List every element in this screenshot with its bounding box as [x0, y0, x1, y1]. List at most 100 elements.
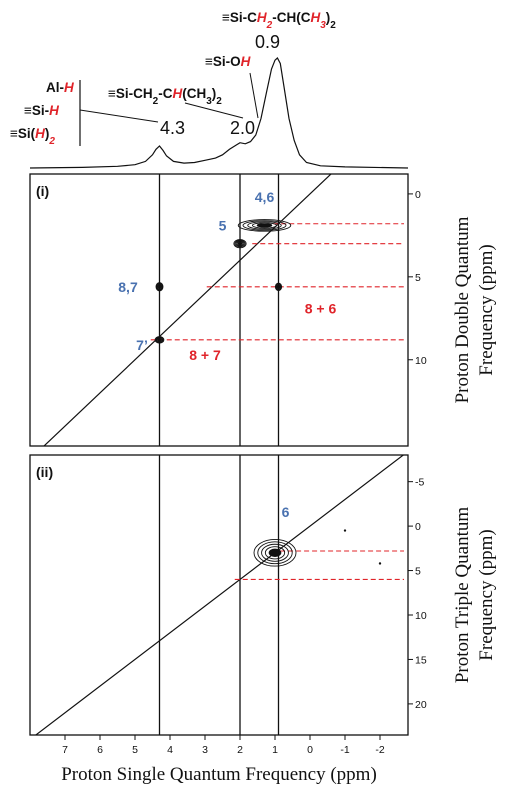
diagonal-line [43, 174, 332, 446]
assignment-part: ) [45, 126, 50, 141]
contour-peak [155, 282, 164, 292]
contour-ring [247, 221, 282, 230]
assignment-label-1: ≡Si-OH [205, 54, 251, 69]
peak-label-4.3: 4.3 [160, 118, 185, 138]
assignment-part: H [257, 10, 267, 25]
panel-frame [29, 454, 409, 736]
y-tick-label: 20 [415, 699, 427, 711]
y-axis-title-line: Proton Double Quantum [452, 216, 473, 403]
contour-ring [274, 282, 283, 291]
assignment-label-3: Al-H [46, 80, 74, 95]
y-tick-label: 0 [415, 521, 421, 533]
contour-ring [158, 285, 161, 289]
contour-ring [237, 242, 243, 246]
peak-annotation: 8 + 6 [305, 300, 337, 316]
assignment-label-0: ≡Si-CH2-CH(CH3)2 [222, 10, 336, 31]
x-tick-label: 0 [307, 744, 313, 756]
contour-peak [154, 336, 165, 344]
peak-label-0.9: 0.9 [255, 32, 280, 52]
contour-peak [237, 219, 292, 232]
x-axis-title: Proton Single Quantum Frequency (ppm) [61, 764, 377, 785]
x-tick-label: -1 [340, 744, 349, 756]
assignment-part: 2 [48, 136, 55, 147]
contour-ring [156, 283, 163, 290]
peak-label-2.0: 2.0 [230, 118, 255, 138]
contour-ring [154, 336, 165, 344]
assignment-part: ≡Si-C [222, 10, 257, 25]
contour-ring [264, 546, 286, 560]
assignment-label-2: ≡Si-CH2-CH(CH3)2 [108, 86, 222, 107]
assignment-part: ≡Si( [10, 126, 36, 141]
x-tick-label: 7 [62, 744, 68, 756]
contour-ring [157, 284, 162, 290]
panel-plot-area [34, 455, 405, 735]
spectrum-trace [29, 57, 409, 169]
contour-ring [237, 219, 292, 232]
contour-ring [156, 337, 163, 343]
x-tick-label: 1 [272, 744, 278, 756]
contour-speck [378, 562, 382, 565]
contour-ring [251, 222, 278, 229]
assignment-part: 2 [330, 20, 336, 31]
assignment-part: -C [158, 86, 172, 101]
y-tick-label: 5 [415, 566, 421, 578]
contour-ring [261, 543, 289, 562]
assignment-part: ) [326, 10, 331, 25]
peak-annotation: 6 [282, 504, 290, 520]
assignment-label-4: ≡Si-H [24, 103, 59, 118]
panel-frame [29, 173, 409, 447]
x-tick-label: 4 [167, 744, 173, 756]
shared-axes: 7 6 5 4 3 2 1 0 -1 -2 Proton Single Quantum Freque… [61, 735, 385, 785]
contour-peak [274, 282, 283, 291]
x-tick-label: 2 [237, 744, 243, 756]
assignment-part: 2 [216, 96, 222, 107]
assignment-part: (CH [182, 86, 206, 101]
contour-ring [256, 223, 273, 228]
peak-annotation: 5 [219, 217, 227, 233]
assignment-part: -CH(C [272, 10, 310, 25]
assignment-part: H [172, 86, 182, 101]
contour-ring [156, 282, 163, 291]
x-tick-label: 5 [132, 744, 138, 756]
contour-ring [157, 338, 162, 342]
top-spectrum-panel: 4.3 2.00.9≡Si-CH2-CH(CH3)2≡Si-OH≡Si-CH2-C… [10, 10, 409, 169]
x-tick-label: -2 [375, 744, 384, 756]
panel-tag: (i) [36, 183, 49, 199]
contour-ring [253, 538, 297, 567]
panel-plot-area [43, 174, 404, 446]
y-tick-label: 10 [415, 610, 427, 622]
contour-ring [235, 240, 245, 247]
assignment-part: H [310, 10, 320, 25]
leader-line [249, 72, 259, 119]
contour-ring [277, 285, 280, 289]
contour-ring [275, 283, 282, 291]
contour-ring [276, 283, 281, 290]
contour-ring [234, 239, 246, 248]
panel-tag: (ii) [36, 464, 53, 480]
y-tick-label: 10 [415, 355, 427, 367]
assignment-part: 3 [320, 20, 326, 31]
assignment-part: 3 [206, 96, 212, 107]
assignment-label-5: ≡Si(H)2 [10, 126, 55, 147]
y-tick-label: 5 [415, 272, 421, 284]
contour-ring [157, 337, 162, 342]
assignment-part: 2 [153, 96, 159, 107]
assignment-part: H [241, 54, 251, 69]
peak-annotation: 8 + 7 [189, 347, 221, 363]
leader-line [184, 102, 244, 119]
contour-speck [343, 529, 347, 532]
assignment-part: ≡Si- [24, 103, 49, 118]
assignment-part: H [35, 126, 45, 141]
y-tick-label: 15 [415, 654, 427, 666]
diagonal-line [34, 455, 405, 735]
contour-ring [257, 541, 293, 565]
leader-line [79, 109, 159, 123]
contour-ring [155, 282, 164, 292]
assignment-part: H [49, 103, 59, 118]
y-tick-label: -5 [415, 477, 424, 489]
contour-ring [236, 241, 244, 247]
contour-ring [233, 239, 247, 249]
y-tick-label: 0 [415, 189, 421, 201]
peak-annotation: 7’ [136, 337, 148, 353]
